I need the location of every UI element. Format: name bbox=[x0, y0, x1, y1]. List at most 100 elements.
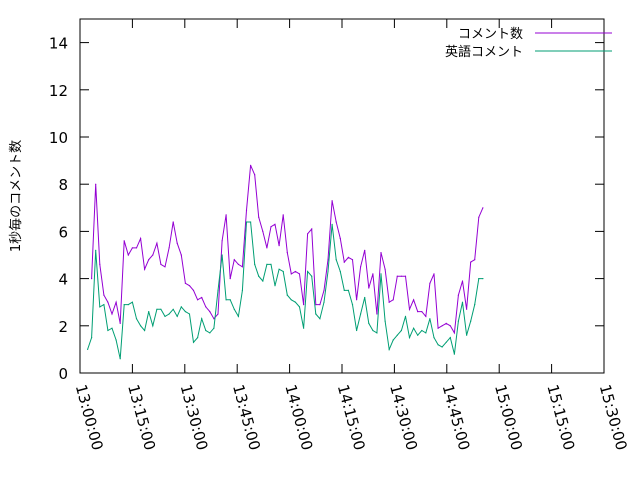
data-point bbox=[156, 308, 158, 310]
data-point bbox=[184, 282, 186, 284]
data-point bbox=[213, 318, 215, 320]
data-point bbox=[364, 249, 366, 251]
data-point bbox=[217, 313, 219, 315]
data-point bbox=[311, 228, 313, 230]
data-point bbox=[372, 273, 374, 275]
data-point bbox=[115, 339, 117, 341]
data-point bbox=[205, 329, 207, 332]
data-point bbox=[237, 315, 239, 317]
data-point bbox=[368, 322, 370, 324]
data-point bbox=[470, 261, 472, 263]
data-point bbox=[107, 329, 109, 332]
data-point bbox=[233, 308, 235, 310]
data-point bbox=[315, 313, 317, 315]
data-point bbox=[461, 301, 464, 303]
data-point bbox=[404, 275, 407, 277]
data-point bbox=[466, 334, 468, 336]
data-point bbox=[91, 278, 93, 280]
data-point bbox=[474, 259, 476, 261]
data-point bbox=[474, 304, 476, 306]
data-point bbox=[421, 329, 423, 332]
data-point bbox=[180, 306, 182, 308]
data-point bbox=[164, 266, 166, 268]
data-point bbox=[241, 266, 243, 268]
y-tick-labels: 0 2 4 6 8 10 12 14 bbox=[49, 35, 68, 383]
data-point bbox=[376, 332, 378, 334]
data-point bbox=[135, 318, 138, 320]
data-point bbox=[172, 221, 174, 223]
data-point bbox=[384, 320, 386, 322]
data-point bbox=[282, 270, 284, 273]
legend-label: 英語コメント bbox=[445, 44, 523, 60]
data-point bbox=[123, 240, 125, 242]
data-point bbox=[197, 299, 199, 301]
data-point bbox=[417, 311, 419, 313]
data-point bbox=[254, 174, 256, 176]
data-point bbox=[478, 278, 480, 280]
data-point bbox=[103, 294, 105, 296]
data-point bbox=[282, 214, 284, 216]
data-point bbox=[408, 308, 411, 310]
data-point bbox=[400, 329, 402, 332]
data-point bbox=[380, 273, 382, 275]
data-point bbox=[209, 311, 211, 313]
data-point bbox=[250, 164, 252, 166]
data-point bbox=[372, 329, 374, 332]
data-point bbox=[290, 299, 292, 301]
data-point bbox=[144, 268, 146, 270]
data-point bbox=[307, 270, 309, 273]
data-point bbox=[164, 315, 166, 317]
data-point bbox=[221, 240, 223, 242]
data-point bbox=[111, 327, 113, 329]
data-point bbox=[221, 254, 223, 256]
data-point bbox=[351, 259, 354, 261]
data-point bbox=[107, 301, 109, 303]
data-point bbox=[99, 263, 101, 265]
data-point bbox=[425, 315, 427, 317]
data-point bbox=[201, 296, 203, 299]
data-point bbox=[188, 285, 191, 287]
data-point bbox=[294, 270, 296, 273]
data-point bbox=[482, 207, 484, 209]
data-point bbox=[392, 339, 394, 341]
data-point bbox=[192, 289, 195, 291]
y-tick-label: 0 bbox=[58, 365, 68, 383]
data-point bbox=[131, 247, 133, 249]
data-point bbox=[184, 311, 186, 313]
data-point bbox=[160, 263, 162, 265]
data-point bbox=[172, 308, 174, 310]
data-point bbox=[156, 242, 158, 244]
data-point bbox=[131, 301, 133, 303]
data-point bbox=[91, 337, 93, 339]
y-tick-label: 8 bbox=[58, 176, 68, 194]
data-point bbox=[217, 289, 219, 291]
data-point bbox=[148, 259, 150, 261]
data-point bbox=[425, 332, 427, 334]
data-point bbox=[225, 214, 227, 216]
data-point bbox=[168, 313, 170, 315]
data-point bbox=[356, 329, 358, 332]
data-point bbox=[245, 221, 248, 223]
data-point bbox=[339, 270, 341, 273]
data-point bbox=[127, 304, 129, 306]
data-point bbox=[433, 337, 435, 339]
data-point bbox=[245, 209, 248, 211]
data-point bbox=[229, 299, 231, 301]
data-point bbox=[445, 341, 447, 343]
data-point bbox=[160, 308, 162, 310]
data-point bbox=[408, 337, 411, 339]
y-tick-label: 12 bbox=[49, 82, 68, 100]
data-point bbox=[445, 322, 447, 324]
data-point bbox=[270, 263, 272, 265]
data-point bbox=[351, 304, 354, 306]
series-line bbox=[87, 221, 483, 359]
data-point bbox=[229, 278, 231, 280]
data-point bbox=[343, 289, 345, 291]
data-point bbox=[461, 280, 464, 282]
data-point bbox=[437, 344, 439, 346]
data-point bbox=[457, 320, 459, 322]
data-point bbox=[262, 230, 264, 232]
data-point bbox=[429, 282, 431, 284]
data-point bbox=[335, 259, 337, 261]
